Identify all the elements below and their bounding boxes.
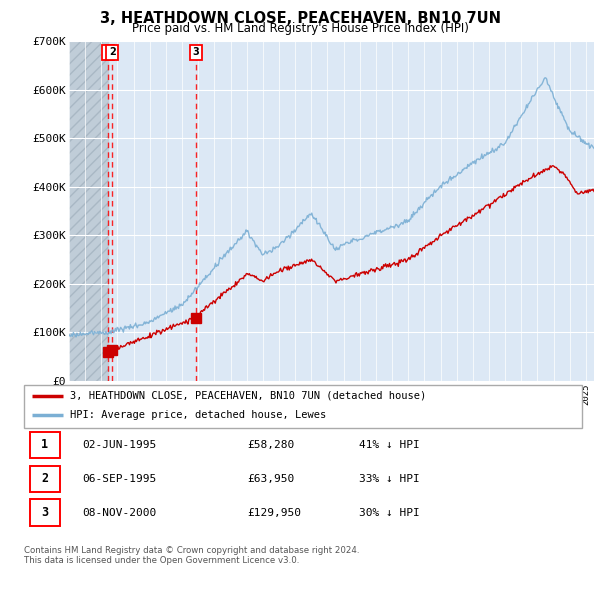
Text: 3: 3 xyxy=(193,48,199,57)
Text: 1: 1 xyxy=(41,438,49,451)
Text: 33% ↓ HPI: 33% ↓ HPI xyxy=(359,474,419,484)
Text: 41% ↓ HPI: 41% ↓ HPI xyxy=(359,440,419,450)
Text: 06-SEP-1995: 06-SEP-1995 xyxy=(83,474,157,484)
Text: 3: 3 xyxy=(41,506,49,519)
FancyBboxPatch shape xyxy=(29,466,60,492)
Text: HPI: Average price, detached house, Lewes: HPI: Average price, detached house, Lewe… xyxy=(70,411,326,421)
Text: Price paid vs. HM Land Registry's House Price Index (HPI): Price paid vs. HM Land Registry's House … xyxy=(131,22,469,35)
FancyBboxPatch shape xyxy=(29,500,60,526)
Text: 2: 2 xyxy=(109,48,116,57)
Text: 1: 1 xyxy=(105,48,112,57)
Text: 3, HEATHDOWN CLOSE, PEACEHAVEN, BN10 7UN (detached house): 3, HEATHDOWN CLOSE, PEACEHAVEN, BN10 7UN… xyxy=(70,391,426,401)
Text: 2: 2 xyxy=(41,472,49,485)
Text: 02-JUN-1995: 02-JUN-1995 xyxy=(83,440,157,450)
Text: £129,950: £129,950 xyxy=(247,507,301,517)
Bar xyxy=(69,41,108,381)
Text: £63,950: £63,950 xyxy=(247,474,295,484)
Text: 3, HEATHDOWN CLOSE, PEACEHAVEN, BN10 7UN: 3, HEATHDOWN CLOSE, PEACEHAVEN, BN10 7UN xyxy=(100,11,500,25)
FancyBboxPatch shape xyxy=(29,432,60,458)
Text: £58,280: £58,280 xyxy=(247,440,295,450)
Text: 30% ↓ HPI: 30% ↓ HPI xyxy=(359,507,419,517)
Bar xyxy=(69,41,108,381)
Text: 08-NOV-2000: 08-NOV-2000 xyxy=(83,507,157,517)
FancyBboxPatch shape xyxy=(24,385,582,428)
Text: Contains HM Land Registry data © Crown copyright and database right 2024.
This d: Contains HM Land Registry data © Crown c… xyxy=(24,546,359,565)
